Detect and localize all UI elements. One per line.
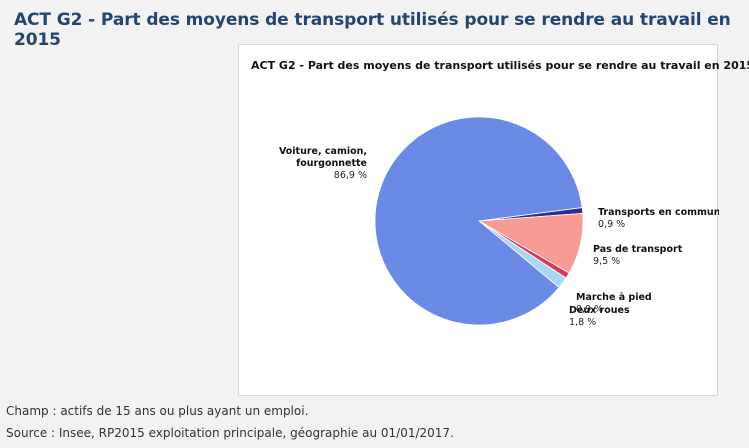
- slice-name-label: Pas de transport: [593, 244, 683, 255]
- champ-note: Champ : actifs de 15 ans ou plus ayant u…: [6, 404, 309, 418]
- slice-name-label: Transports en commun: [598, 207, 719, 218]
- page-title: ACT G2 - Part des moyens de transport ut…: [14, 10, 731, 50]
- slice-value-label: 86,9 %: [334, 170, 367, 181]
- slice-name-label: Marche à pied: [576, 292, 652, 303]
- slice-name-label: Deux roues: [569, 305, 630, 316]
- chart-title: ACT G2 - Part des moyens de transport ut…: [251, 59, 749, 72]
- slice-value-label: 0,9 %: [576, 304, 603, 315]
- slice-value-label: 9,5 %: [593, 256, 620, 267]
- slice-name-label: fourgonnette: [296, 158, 367, 169]
- slice-value-label: 1,8 %: [569, 317, 596, 328]
- pie-slice-voiture-camion-fourgonnette: [374, 116, 583, 326]
- slice-name-label: Voiture, camion,: [279, 146, 367, 157]
- slice-value-label: 0,9 %: [598, 219, 625, 230]
- source-note: Source : Insee, RP2015 exploitation prin…: [6, 426, 454, 440]
- chart-container: ACT G2 - Part des moyens de transport ut…: [238, 44, 749, 396]
